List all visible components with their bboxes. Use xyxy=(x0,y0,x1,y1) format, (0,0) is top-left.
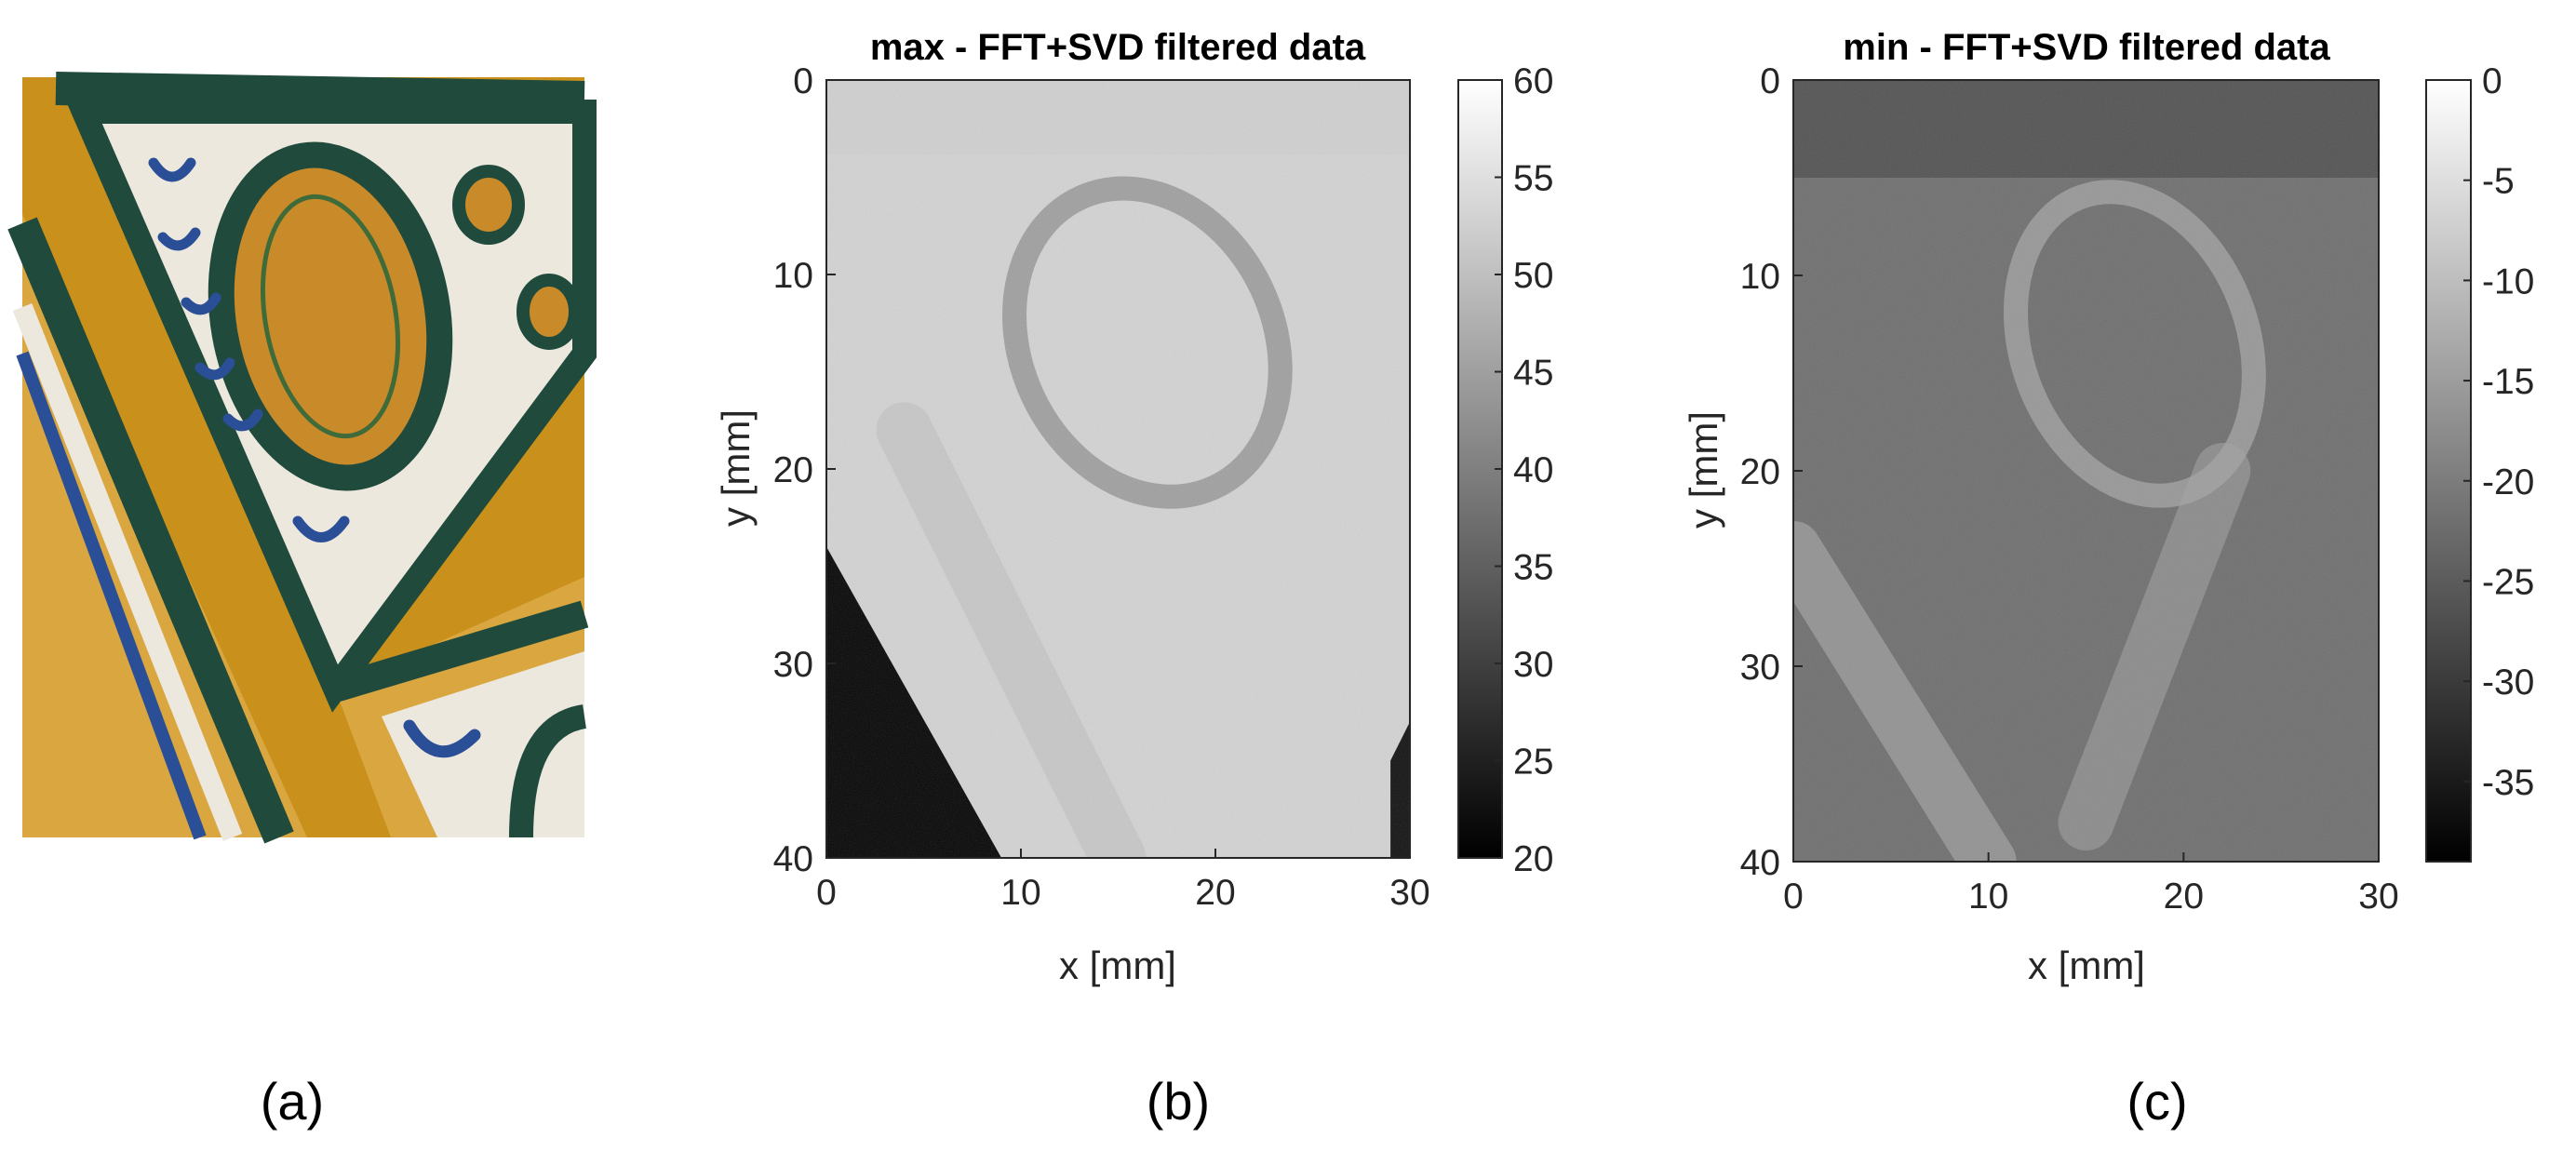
chart-c-x-tick-label: 0 xyxy=(1783,877,1804,917)
panel-label-c: (c) xyxy=(2127,1072,2187,1131)
chart-c-y-ticks: 0 10 20 30 40 xyxy=(1740,61,1803,883)
chart-b-colorbar-tick-label: 25 xyxy=(1513,743,1553,783)
chart-b-colorbar-tick-label: 45 xyxy=(1513,354,1553,394)
chart-c: min - FFT+SVD filtered data 0 10 20 30 0 10 2… xyxy=(1682,27,2534,987)
chart-c-y-tick-label: 10 xyxy=(1740,257,1780,297)
chart-c-colorbar-tick-label: -20 xyxy=(2482,462,2534,502)
chart-b-x-tick-label: 10 xyxy=(1000,873,1040,913)
chart-c-ylabel: y [mm] xyxy=(1682,411,1725,529)
chart-b-colorbar-tick-label: 20 xyxy=(1513,839,1553,879)
chart-b-colorbar-tick-label: 35 xyxy=(1513,548,1553,588)
panel-label-a: (a) xyxy=(261,1072,324,1131)
chart-c-y-tick-label: 0 xyxy=(1760,61,1780,101)
chart-c-colorbar-tick-label: 0 xyxy=(2482,61,2502,101)
tile-photo xyxy=(7,72,597,844)
chart-b: max - FFT+SVD filtered data 0 10 20 30 0 10 2… xyxy=(714,27,1553,987)
chart-c-colorbar: 0 -5 -10 -15 -20 -25 -30 -35 xyxy=(2425,61,2534,863)
chart-c-colorbar-tick-label: -35 xyxy=(2482,763,2534,803)
chart-b-colorbar-tick-label: 40 xyxy=(1513,450,1553,490)
chart-b-colorbar-tick-label: 55 xyxy=(1513,159,1553,199)
chart-c-y-tick-label: 20 xyxy=(1740,452,1780,492)
chart-b-colorbar-tick-label: 50 xyxy=(1513,256,1553,296)
chart-b-image xyxy=(826,80,1410,858)
chart-c-colorbar-tick-label: -15 xyxy=(2482,362,2534,402)
chart-b-y-tick-label: 0 xyxy=(793,61,813,101)
chart-b-xlabel: x [mm] xyxy=(1059,944,1176,987)
panel-label-b: (b) xyxy=(1147,1072,1210,1131)
chart-b-colorbar-tick-label: 30 xyxy=(1513,645,1553,685)
chart-c-x-tick-label: 10 xyxy=(1968,877,2008,917)
chart-b-x-tick-label: 20 xyxy=(1195,873,1235,913)
chart-b-y-tick-label: 20 xyxy=(773,450,813,490)
chart-c-colorbar-tick-label: -30 xyxy=(2482,662,2534,703)
chart-c-x-ticks: 0 10 20 30 xyxy=(1783,852,2399,917)
chart-b-x-tick-label: 30 xyxy=(1389,873,1429,913)
chart-c-image xyxy=(1793,80,2379,862)
chart-c-colorbar-tick-label: -25 xyxy=(2482,562,2534,602)
chart-b-title: max - FFT+SVD filtered data xyxy=(870,27,1366,68)
chart-b-y-tick-label: 40 xyxy=(773,839,813,879)
chart-c-colorbar-tick-label: -10 xyxy=(2482,261,2534,301)
chart-b-x-ticks: 0 10 20 30 xyxy=(816,849,1430,913)
chart-c-x-tick-label: 20 xyxy=(2164,877,2204,917)
chart-c-y-tick-label: 40 xyxy=(1740,843,1780,883)
chart-c-title: min - FFT+SVD filtered data xyxy=(1843,27,2330,68)
chart-b-ylabel: y [mm] xyxy=(714,409,758,527)
chart-b-y-ticks: 0 10 20 30 40 xyxy=(773,61,836,879)
chart-c-x-tick-label: 30 xyxy=(2358,877,2398,917)
chart-b-y-tick-label: 30 xyxy=(773,645,813,685)
chart-b-y-tick-label: 10 xyxy=(773,256,813,296)
chart-c-xlabel: x [mm] xyxy=(2028,944,2145,987)
chart-b-colorbar: 60 55 50 45 40 35 30 25 20 xyxy=(1457,61,1553,879)
chart-b-colorbar-tick-label: 60 xyxy=(1513,61,1553,101)
chart-c-colorbar-tick-label: -5 xyxy=(2482,162,2515,202)
chart-b-x-tick-label: 0 xyxy=(816,873,837,913)
chart-c-y-tick-label: 30 xyxy=(1740,648,1780,688)
